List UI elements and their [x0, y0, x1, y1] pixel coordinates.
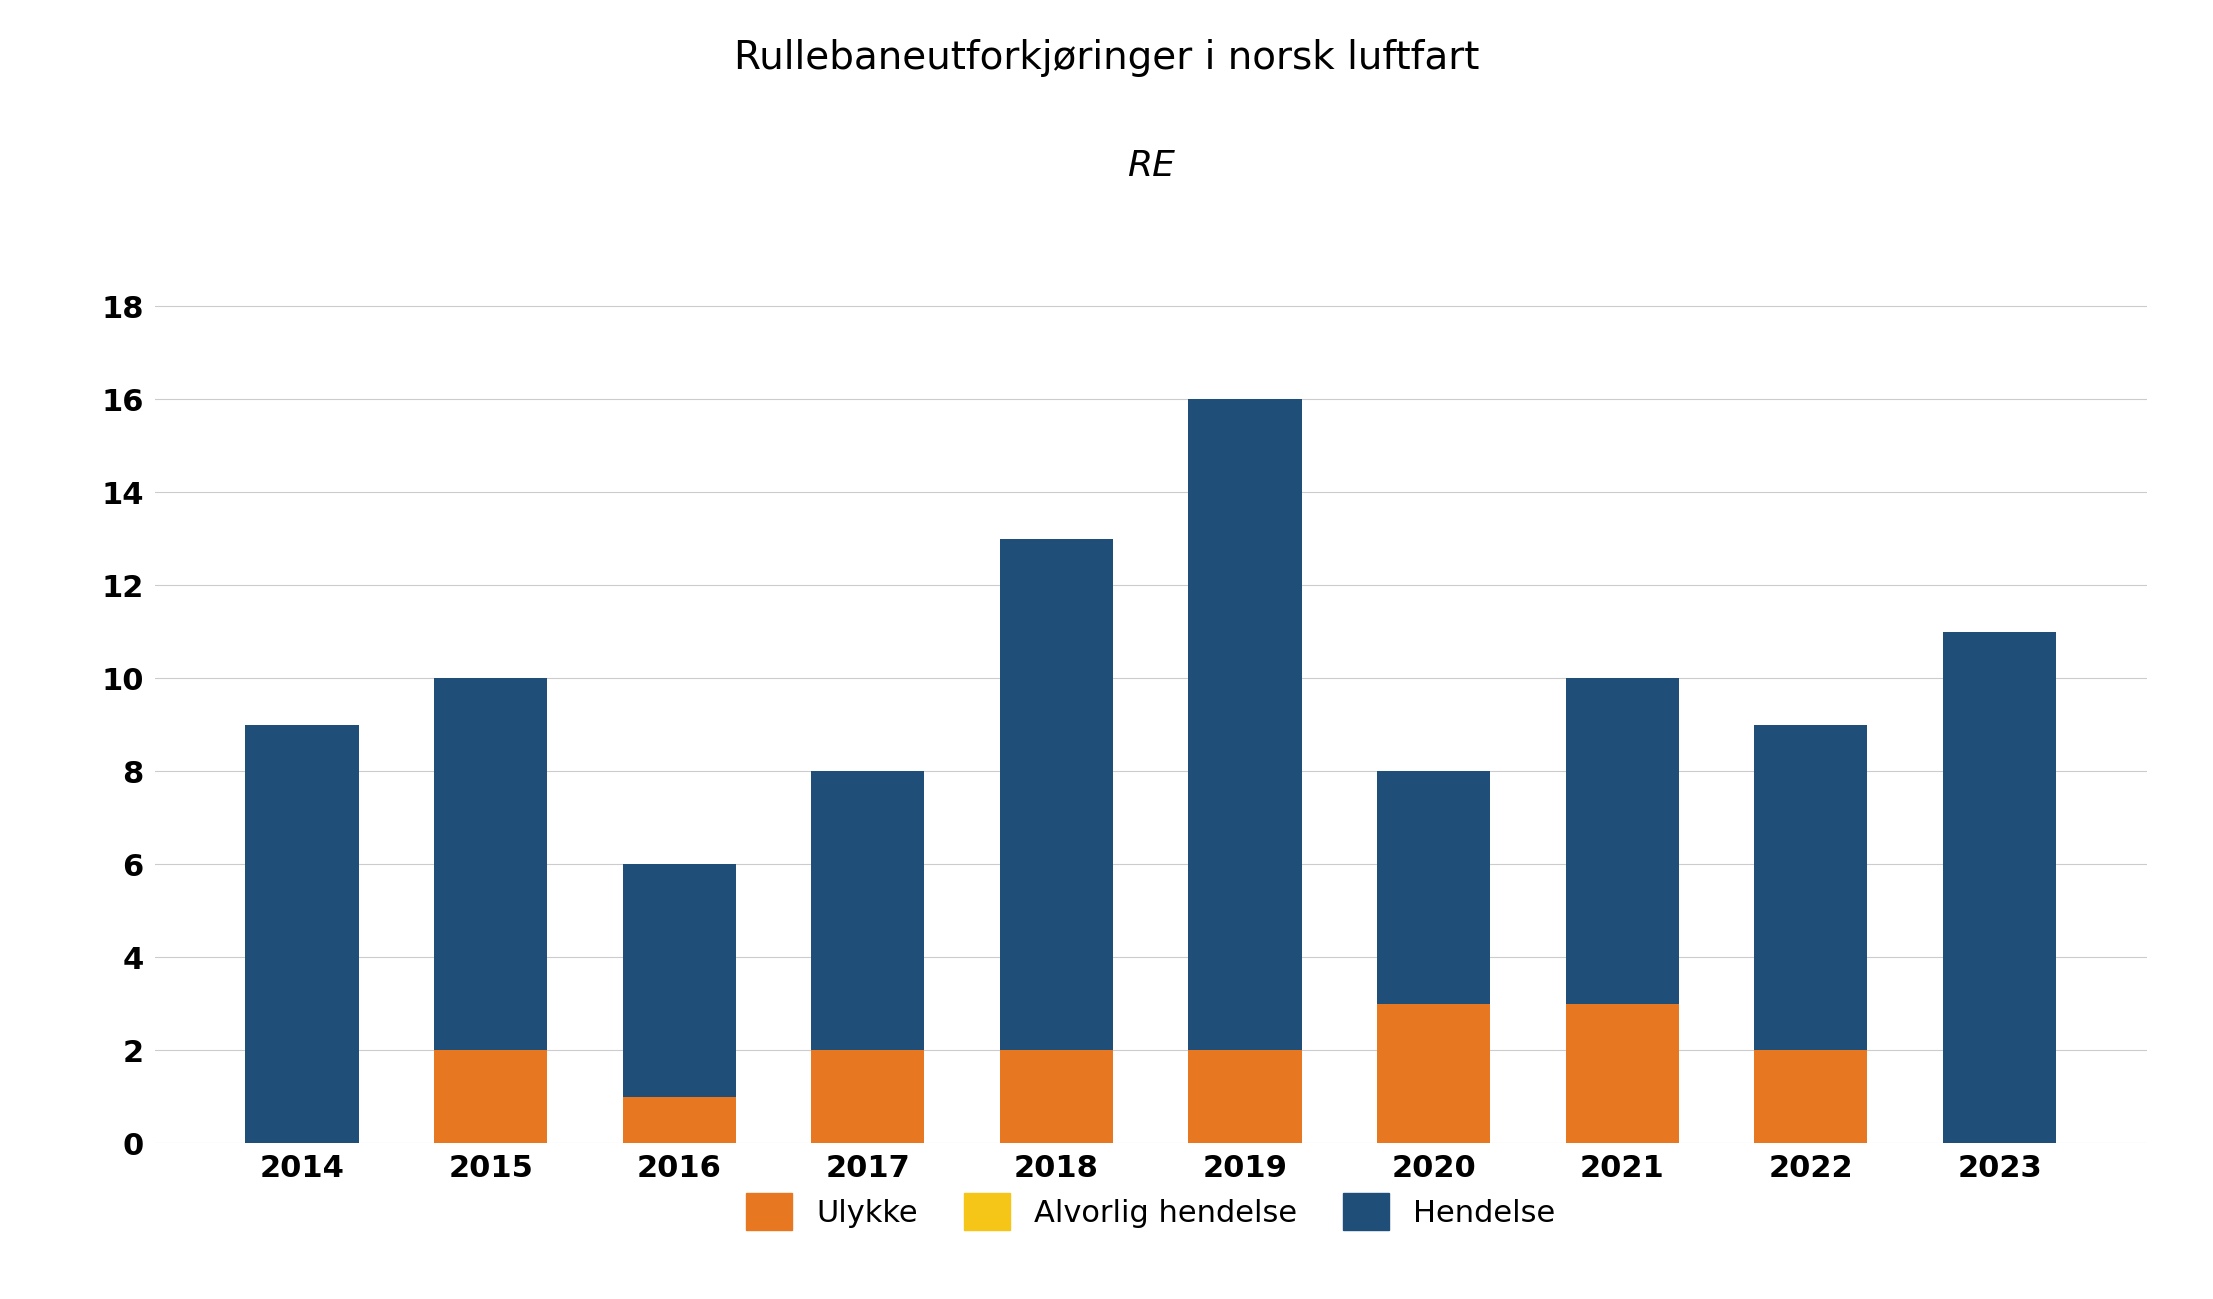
Title: RE: RE	[1126, 149, 1175, 183]
Bar	[1000, 1050, 1113, 1143]
Bar	[812, 772, 925, 1050]
Bar	[1376, 772, 1489, 1004]
Bar	[1567, 678, 1680, 1004]
Bar	[1000, 539, 1113, 1050]
Legend: Ulykke, Alvorlig hendelse, Hendelse: Ulykke, Alvorlig hendelse, Hendelse	[735, 1181, 1567, 1243]
Bar	[434, 678, 547, 1050]
Bar	[812, 1050, 925, 1143]
Bar	[434, 1050, 547, 1143]
Bar	[622, 864, 737, 1096]
Bar	[1188, 1050, 1301, 1143]
Bar	[622, 1096, 737, 1143]
Bar	[1755, 1050, 1868, 1143]
Bar	[1755, 725, 1868, 1050]
Bar	[1376, 1004, 1489, 1143]
Bar	[1943, 631, 2056, 1143]
Bar	[1567, 1004, 1680, 1143]
Bar	[1188, 399, 1301, 1050]
Text: Rullebaneutforkjøringer i norsk luftfart: Rullebaneutforkjøringer i norsk luftfart	[735, 39, 1478, 77]
Bar	[246, 725, 359, 1143]
